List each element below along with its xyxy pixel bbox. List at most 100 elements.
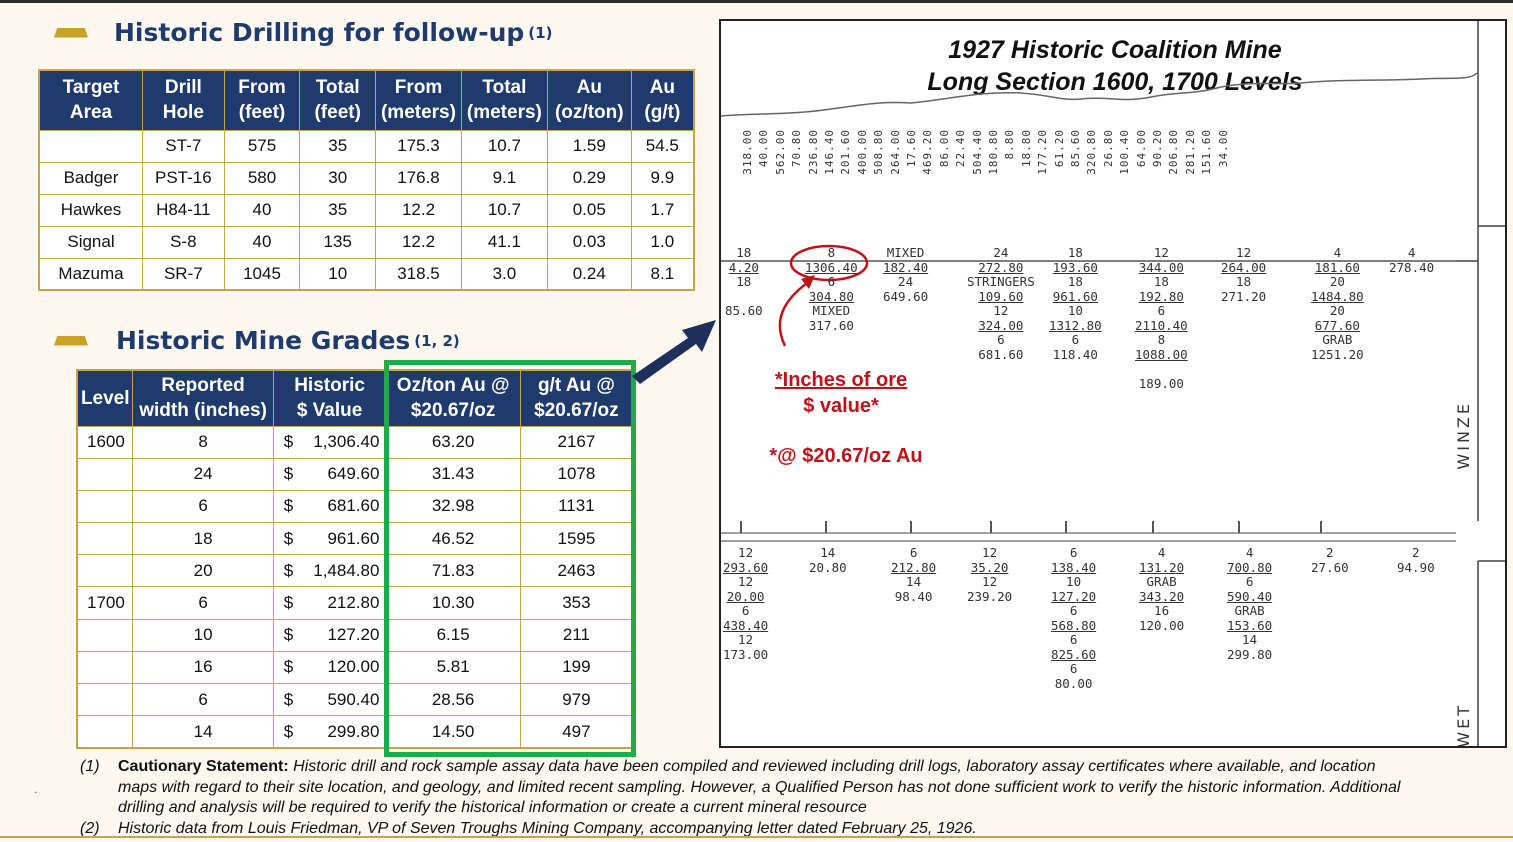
table-cell: 10 — [299, 257, 377, 291]
drilling-header-line: Total — [482, 77, 527, 99]
grades-header-line: Historic — [294, 375, 365, 397]
surface-value: 70.80 — [790, 129, 804, 168]
assay-line: 344.00 — [1138, 259, 1184, 275]
inches-annotation: *Inches of ore $ value* — [761, 367, 921, 419]
assay-line: 24 — [898, 274, 914, 289]
width-cell: 20 — [132, 554, 274, 588]
currency-symbol: $ — [283, 528, 294, 548]
table-row: 16 $120.00 5.81 199 — [76, 650, 634, 685]
drilling-header-line: Area — [69, 102, 113, 124]
top-rule — [0, 0, 1513, 3]
gpt-cell: 2167 — [519, 425, 634, 459]
surface-value: 61.20 — [1052, 129, 1066, 168]
surface-value: 17.60 — [905, 129, 918, 168]
surface-value: 206.80 — [1167, 129, 1181, 175]
currency-symbol: $ — [283, 496, 294, 516]
annotation-line1: *Inches of ore — [774, 369, 908, 391]
value-cell: $127.20 — [272, 618, 387, 652]
surface-value: 469.20 — [921, 129, 935, 175]
assay-line: 85.60 — [725, 303, 763, 318]
assay-line: 18 — [736, 245, 752, 260]
oz-ton-cell: 63.20 — [385, 425, 521, 459]
grades-header-line: $ Value — [296, 400, 363, 422]
level-cell — [76, 618, 134, 652]
assay-line: 700.80 — [1227, 559, 1273, 575]
grades-header-3: Oz/ton Au @ $20.67/oz — [385, 369, 521, 427]
assay-line: 27.60 — [1311, 559, 1349, 575]
drilling-header-line: (meters) — [380, 102, 456, 124]
lower_level-column: 4 700.80 6 590.40 GRAB 153.60 14 299.80 — [1227, 546, 1272, 662]
table-row: Hawkes H84-11 40 35 12.2 10.7 0.05 1.7 — [38, 193, 695, 227]
drilling-header-line: From — [238, 77, 286, 99]
assay-line: 590.40 — [1227, 588, 1273, 604]
drilling-header-line: (g/t) — [644, 102, 681, 124]
grades-header-line: Oz/ton Au @ — [396, 375, 510, 397]
width-cell: 10 — [132, 618, 274, 652]
value-cell: $961.60 — [272, 522, 387, 556]
value-wrap: $590.40 — [274, 690, 386, 710]
upper_level-column: 4 278.40 — [1389, 246, 1434, 275]
footnote-1-body: Historic drill and rock sample assay dat… — [118, 758, 1401, 816]
assay-line: 4 — [1157, 545, 1166, 560]
assay-line: 2 — [1326, 545, 1334, 560]
assay-line: 825.60 — [1051, 646, 1097, 662]
assay-line: 6 — [997, 332, 1005, 347]
assay-line: 6 — [1245, 574, 1254, 589]
assay-line: 4 — [1333, 245, 1342, 260]
long-section-panel: 1927 Historic Coalition Mine Long Sectio… — [719, 19, 1507, 748]
bottom-rule — [0, 836, 1513, 838]
oz-ton-cell: 71.83 — [385, 554, 521, 588]
footnote-1: (1) Cautionary Statement: Historic drill… — [80, 757, 1410, 819]
upper_level-column: 24 272.80 STRINGERS 109.60 12 324.00 6 681.60 — [967, 246, 1035, 362]
lower_level-column: 12 35.20 12 239.20 — [967, 546, 1012, 604]
value-cell: $681.60 — [272, 489, 387, 524]
table-cell: 54.5 — [630, 129, 695, 163]
assay-line: 14 — [1242, 632, 1258, 647]
assay-line — [725, 290, 763, 305]
table-cell: 1.59 — [546, 129, 632, 163]
table-cell: 9.9 — [630, 161, 695, 195]
assay-line: 14 — [820, 545, 836, 560]
assay-line: 98.40 — [894, 588, 933, 604]
assay-line: 10 — [1067, 303, 1083, 318]
grades-header-line: g/t Au @ — [537, 375, 615, 397]
assay-line: 264.00 — [1221, 259, 1267, 275]
upper_level-column: 8 1306.40 6 304.80 MIXED 317.60 — [805, 246, 858, 333]
drilling-header-line: From — [394, 77, 443, 99]
upper_level-column: 18 193.60 18 961.60 10 1312.80 6 118.40 — [1049, 246, 1102, 362]
assay-line: 239.20 — [967, 588, 1013, 604]
surface-value: 180.80 — [987, 129, 1000, 175]
footnote-2-number: (2) — [80, 819, 100, 837]
oz-ton-cell: 6.15 — [385, 618, 521, 652]
surface-value: 201.60 — [839, 129, 853, 175]
footnote-1-bold: Cautionary Statement: — [118, 758, 289, 775]
table-cell: Signal — [38, 225, 143, 259]
upper_level-column: 12 344.00 18 192.80 6 2110.40 8 1088.00 189.00 — [1135, 246, 1188, 391]
grades-header-4: g/t Au @ $20.67/oz — [519, 369, 634, 427]
width-cell: 18 — [132, 522, 274, 556]
value-cell: $649.60 — [272, 457, 387, 491]
grades-header-line: Level — [80, 387, 130, 409]
level-cell — [76, 457, 134, 491]
table-cell: 580 — [223, 161, 301, 195]
currency-symbol: $ — [283, 464, 294, 484]
oz-ton-cell: 46.52 — [385, 522, 521, 556]
grades-table-body: 1600 8 $1,306.40 63.20 2167 24 $649.60 31.43 107… — [76, 425, 634, 749]
assay-line: 6 — [1069, 603, 1078, 618]
assay-line: 10 — [1066, 574, 1082, 589]
table-cell: 41.1 — [460, 225, 548, 259]
historic-drilling-table: Target Area Drill Hole From (feet) Total (feet)… — [38, 69, 695, 291]
assay-line: 192.80 — [1138, 288, 1184, 304]
value-amount: 1,484.80 — [313, 560, 380, 580]
assay-line: 1306.40 — [805, 259, 858, 275]
surface-value: 22.40 — [954, 129, 968, 168]
assay-line: 18 — [1067, 245, 1083, 260]
assay-line: 181.60 — [1314, 259, 1360, 275]
surface-value: 504.40 — [970, 129, 984, 175]
width-cell: 14 — [132, 715, 274, 749]
value-wrap: $681.60 — [274, 496, 386, 516]
drilling-header-line: Au — [576, 77, 602, 99]
assay-line: STRINGERS — [967, 274, 1035, 289]
level-cell — [76, 489, 134, 524]
level-cell — [76, 554, 134, 588]
